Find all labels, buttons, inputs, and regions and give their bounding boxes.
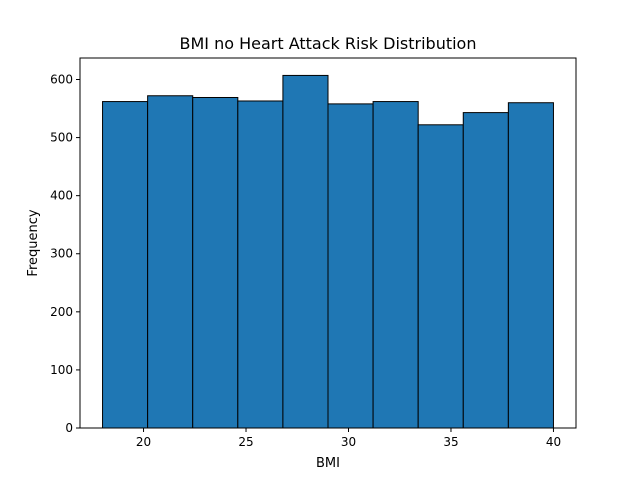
- histogram-bar-7: [372, 101, 419, 429]
- histogram-bar-6: [327, 103, 374, 429]
- x-tick-label: 35: [443, 435, 458, 449]
- histogram-bar-8: [417, 124, 464, 429]
- histogram-bar-9: [462, 112, 509, 429]
- x-tick-label: 20: [136, 435, 151, 449]
- x-tick-label: 30: [341, 435, 356, 449]
- y-tick-label: 600: [50, 72, 73, 86]
- histogram-bar-5: [282, 74, 329, 429]
- histogram-bar-10: [507, 102, 554, 429]
- y-tick-label: 100: [50, 363, 73, 377]
- y-axis-label: Frequency: [26, 209, 41, 276]
- x-tick-label: 40: [546, 435, 561, 449]
- x-axis-label: BMI: [316, 456, 340, 471]
- x-tick-label: 25: [238, 435, 253, 449]
- chart-title: BMI no Heart Attack Risk Distribution: [180, 34, 477, 53]
- histogram-bar-3: [192, 96, 239, 429]
- histogram-bar-2: [147, 95, 194, 429]
- y-tick-label: 300: [50, 247, 73, 261]
- y-tick-label: 400: [50, 189, 73, 203]
- y-tick-label: 0: [65, 421, 73, 435]
- histogram-bar-4: [237, 100, 284, 429]
- y-axis: 0 100 200 300 400 500 600: [50, 72, 80, 435]
- y-tick-label: 500: [50, 131, 73, 145]
- x-axis: 20 25 30 35 40: [136, 428, 561, 449]
- y-tick-label: 200: [50, 305, 73, 319]
- bars-group: [102, 74, 554, 429]
- histogram-bar-1: [102, 101, 149, 429]
- plot-frame: [79, 57, 577, 429]
